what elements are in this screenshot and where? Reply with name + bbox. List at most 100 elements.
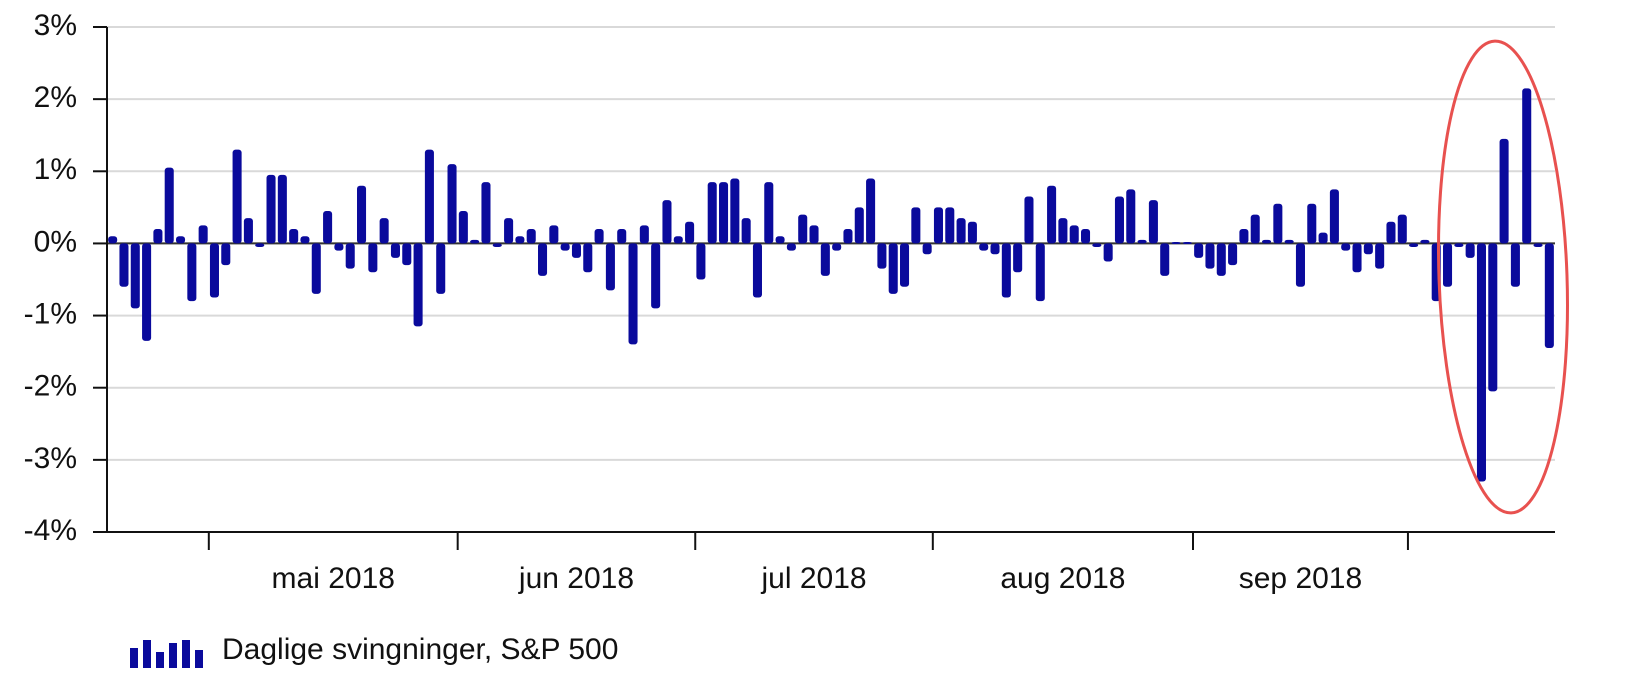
bar — [628, 243, 638, 345]
bar — [1035, 243, 1045, 302]
bar — [1013, 243, 1023, 273]
bar — [775, 236, 785, 244]
bar — [617, 229, 627, 244]
bar — [730, 178, 740, 244]
bar — [1103, 243, 1113, 262]
y-tick-label: 2% — [34, 81, 77, 114]
bar — [719, 182, 729, 244]
bar — [945, 207, 955, 244]
bar — [323, 210, 333, 244]
bar — [1499, 138, 1509, 244]
bar — [1465, 243, 1475, 258]
highlight-circle — [1437, 39, 1569, 515]
legend-icon — [169, 643, 177, 668]
bar — [979, 243, 989, 251]
bar — [1544, 243, 1554, 349]
bar — [843, 229, 853, 244]
y-tick-label: -2% — [24, 370, 77, 403]
bar — [1171, 241, 1181, 244]
bar — [1522, 88, 1532, 244]
bar — [1205, 243, 1215, 269]
bar — [1488, 243, 1498, 392]
x-tick-label: mai 2018 — [272, 562, 395, 595]
bar — [424, 149, 434, 244]
bar — [470, 239, 480, 244]
bar — [900, 243, 910, 287]
bar — [1510, 243, 1520, 287]
bar — [108, 236, 118, 244]
bar — [1160, 243, 1170, 276]
bar — [187, 243, 197, 302]
bar — [1001, 243, 1011, 298]
bar — [232, 149, 242, 244]
bar — [1409, 243, 1419, 248]
bar — [798, 214, 808, 244]
bar — [1182, 241, 1192, 244]
bar — [696, 243, 706, 280]
bar — [933, 207, 943, 244]
bar — [1454, 243, 1464, 248]
bar — [877, 243, 887, 269]
bar — [1295, 243, 1305, 287]
bar — [1363, 243, 1373, 255]
bar — [311, 243, 321, 294]
bar — [255, 243, 265, 248]
bar — [866, 178, 876, 244]
bar — [300, 236, 310, 244]
legend-icon — [156, 652, 164, 668]
bar — [1069, 225, 1079, 244]
bar — [764, 182, 774, 244]
bar — [1476, 243, 1486, 482]
bar — [956, 218, 966, 244]
bar — [990, 243, 1000, 255]
bar — [1341, 243, 1351, 251]
bar — [911, 207, 921, 244]
bar — [1148, 200, 1158, 244]
legend-icon — [143, 640, 151, 668]
bar — [413, 243, 423, 327]
legend-icon — [195, 650, 203, 668]
bar — [176, 236, 186, 244]
bar — [651, 243, 661, 309]
bar — [685, 221, 695, 244]
bar — [1533, 243, 1543, 248]
bar — [504, 218, 514, 244]
bar — [549, 225, 559, 244]
bar — [1250, 214, 1260, 244]
bar — [492, 243, 502, 248]
bar — [1262, 239, 1272, 244]
bar — [1375, 243, 1385, 269]
bar — [221, 243, 231, 266]
bar — [1114, 196, 1124, 244]
bar — [922, 243, 932, 255]
bar — [820, 243, 830, 276]
bar — [1228, 243, 1238, 266]
y-tick-label: -4% — [24, 514, 77, 547]
bar — [153, 229, 163, 244]
bar — [198, 225, 208, 244]
bar — [1092, 243, 1102, 248]
bar — [402, 243, 412, 266]
bar — [1307, 203, 1317, 244]
y-tick-label: 0% — [34, 225, 77, 258]
bar — [662, 200, 672, 244]
bar — [526, 229, 536, 244]
bar — [888, 243, 898, 294]
x-tick-label: sep 2018 — [1239, 562, 1362, 595]
bar — [583, 243, 593, 273]
bar — [832, 243, 842, 251]
legend-label: Daglige svingninger, S&P 500 — [222, 633, 618, 666]
bar — [119, 243, 129, 287]
bar — [1352, 243, 1362, 273]
bar — [1081, 229, 1091, 244]
bar — [707, 182, 717, 244]
x-tick-label: jun 2018 — [518, 562, 634, 595]
bar — [854, 207, 864, 244]
bar — [1126, 189, 1136, 244]
bar — [538, 243, 548, 276]
bar — [436, 243, 446, 294]
bar — [481, 182, 491, 244]
bar — [142, 243, 152, 341]
bar — [1397, 214, 1407, 244]
